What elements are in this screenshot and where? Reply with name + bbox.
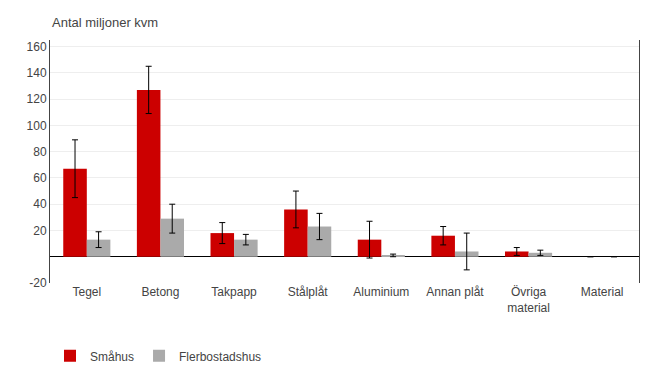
svg-text:Aluminium: Aluminium	[353, 285, 409, 299]
svg-text:40: 40	[33, 197, 47, 211]
svg-text:Annan plåt: Annan plåt	[426, 285, 484, 299]
svg-text:Småhus: Småhus	[90, 350, 134, 364]
svg-text:120: 120	[27, 92, 47, 106]
svg-text:Övrigamaterial: Övrigamaterial	[507, 285, 550, 315]
svg-text:Antal miljoner kvm: Antal miljoner kvm	[52, 15, 158, 30]
svg-text:Takpapp: Takpapp	[211, 285, 257, 299]
svg-text:Flerbostadshus: Flerbostadshus	[179, 350, 261, 364]
svg-text:80: 80	[33, 145, 47, 159]
svg-text:20: 20	[33, 224, 47, 238]
svg-text:60: 60	[33, 171, 47, 185]
svg-text:Betong: Betong	[141, 285, 179, 299]
svg-text:Stålplåt: Stålplåt	[288, 285, 329, 299]
svg-text:100: 100	[27, 119, 47, 133]
svg-text:Tegel: Tegel	[72, 285, 101, 299]
svg-text:-20: -20	[29, 276, 47, 290]
svg-text:160: 160	[27, 40, 47, 54]
svg-text:140: 140	[27, 66, 47, 80]
svg-text:Material: Material	[581, 285, 624, 299]
